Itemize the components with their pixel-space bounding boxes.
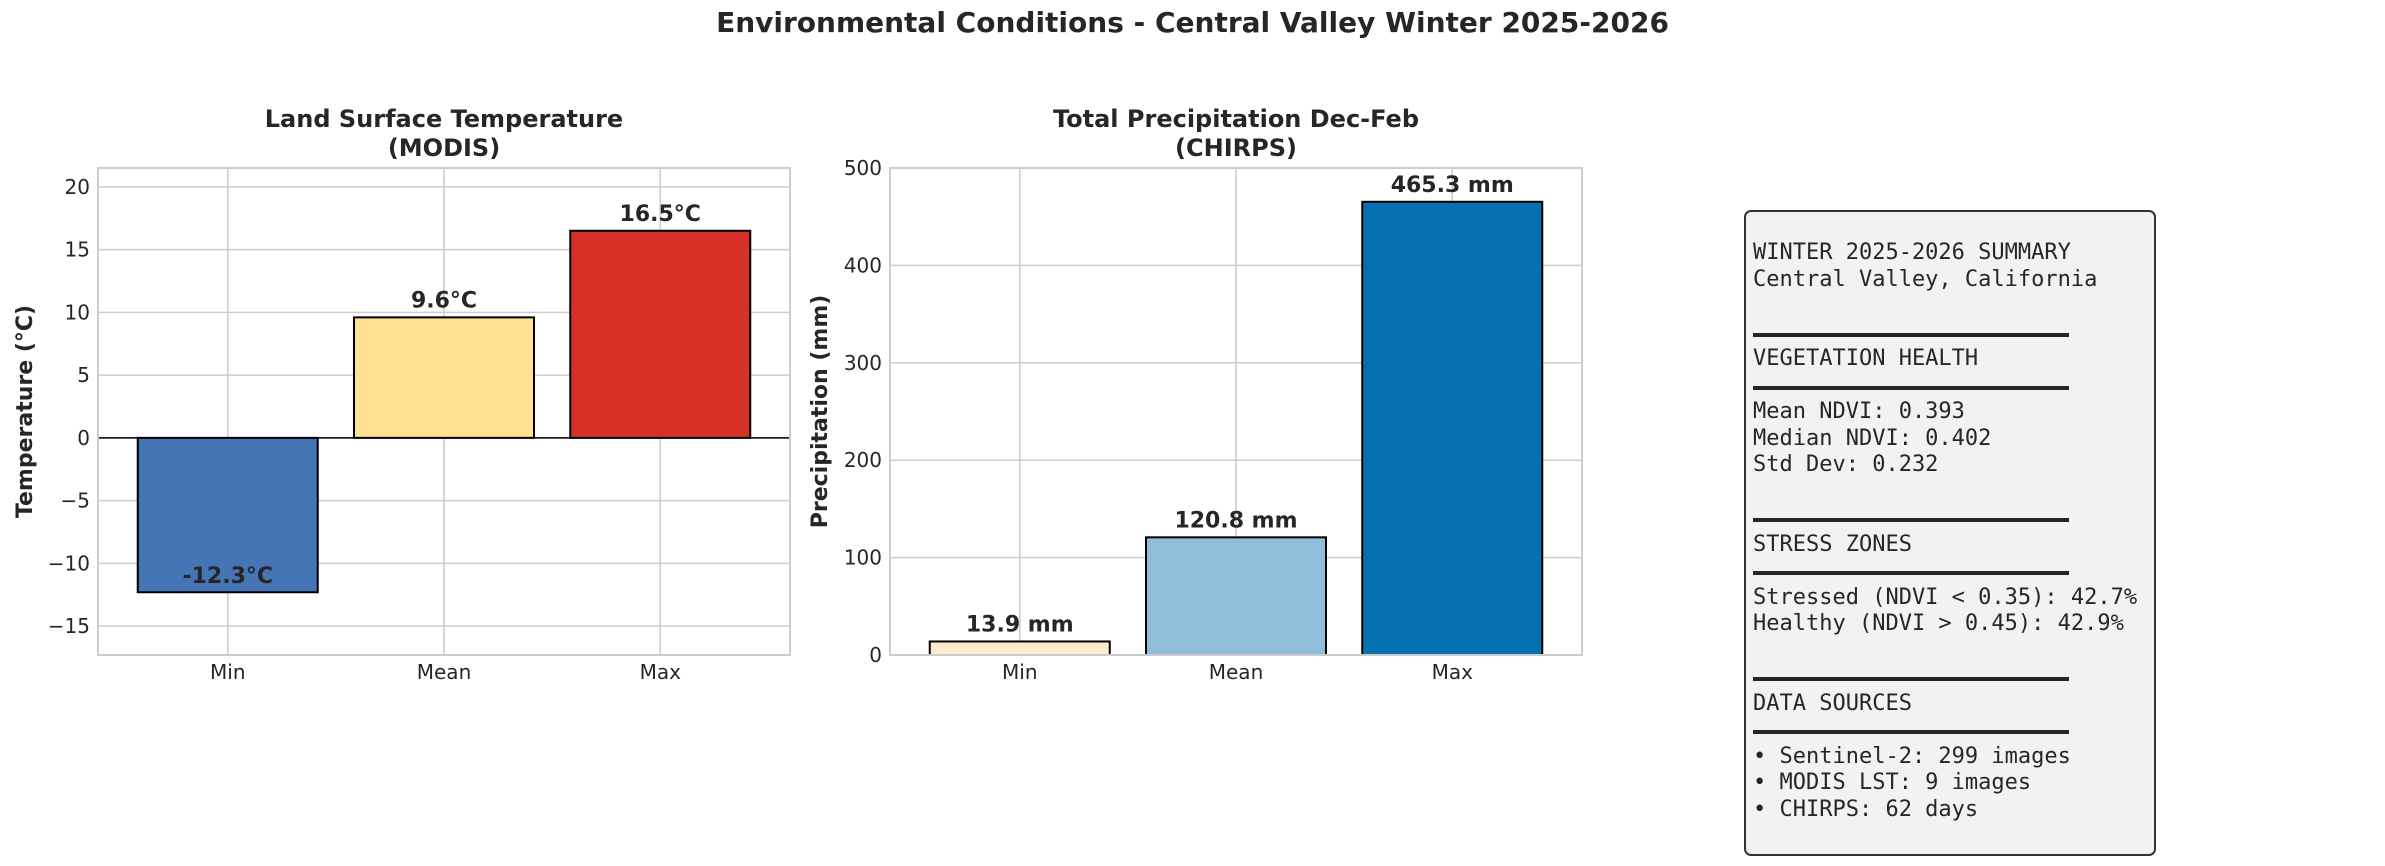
chart1-ytick-5: 10 <box>65 300 90 324</box>
chart1-ytick-1: −10 <box>48 551 90 575</box>
chart1-ytick-4: 5 <box>77 363 90 387</box>
summary-line: VEGETATION HEALTH <box>1753 346 1979 371</box>
chart1-xtick-2: Max <box>640 660 682 684</box>
chart2-value-label-1: 120.8 mm <box>1174 508 1297 533</box>
summary-blank-line <box>1753 293 2154 320</box>
chart1-ytick-2: −5 <box>61 489 90 513</box>
summary-separator <box>1753 558 2154 585</box>
chart2-ytick-5: 500 <box>844 156 882 180</box>
chart2-bar-mean <box>1145 536 1327 657</box>
chart2-bar-max <box>1361 200 1544 657</box>
chart1-bar-mean <box>353 316 535 439</box>
summary-line: • CHIRPS: 62 days <box>1753 796 1979 822</box>
chart1-ytick-6: 15 <box>65 238 90 262</box>
summary-separator <box>1753 717 2154 744</box>
chart2-ytick-1: 100 <box>844 546 882 570</box>
summary-line: Central Valley, California <box>1753 266 2098 292</box>
summary-line: • MODIS LST: 9 images <box>1753 770 2032 795</box>
chart1-value-label-2: 16.5°C <box>620 202 701 227</box>
chart1-title-line-0: Land Surface Temperature <box>265 105 623 133</box>
chart1-xtick-0: Min <box>210 660 246 684</box>
chart2-value-label-2: 465.3 mm <box>1391 173 1514 198</box>
chart2-value-label-0: 13.9 mm <box>966 612 1074 637</box>
chart1-bar-max <box>569 229 752 439</box>
summary-line: Mean NDVI: 0.393 <box>1753 399 1965 424</box>
chart2-ylabel: Precipitation (mm) <box>808 295 833 529</box>
chart1-ylabel: Temperature (°C) <box>13 305 38 518</box>
chart2-ytick-2: 200 <box>844 448 882 472</box>
chart1-xtick-1: Mean <box>417 660 472 684</box>
chart2-ytick-3: 300 <box>844 351 882 375</box>
summary-line: Stressed (NDVI < 0.35): 42.7% <box>1753 584 2138 610</box>
summary-line: Median NDVI: 0.402 <box>1753 425 1992 451</box>
chart2-ytick-4: 400 <box>844 253 882 277</box>
chart1-value-label-1: 9.6°C <box>411 288 477 313</box>
chart1-bar-min <box>136 436 319 594</box>
chart2-xtick-0: Min <box>1002 660 1038 684</box>
chart2-ytick-0: 0 <box>869 643 882 667</box>
chart2-xtick-1: Mean <box>1209 660 1264 684</box>
chart2-frame <box>889 167 1583 656</box>
summary-separator <box>1753 505 2154 532</box>
chart1-ytick-7: 20 <box>65 175 90 199</box>
summary-line: DATA SOURCES <box>1753 690 1912 716</box>
chart2-title-line-0: Total Precipitation Dec-Feb <box>1053 105 1419 133</box>
summary-line: • Sentinel-2: 299 images <box>1753 743 2071 769</box>
summary-separator <box>1753 373 2154 400</box>
summary-line: Healthy (NDVI > 0.45): 42.9% <box>1753 611 2124 636</box>
figure-title: Environmental Conditions - Central Valle… <box>716 6 1669 39</box>
summary-line: STRESS ZONES <box>1753 531 1912 557</box>
chart2-title-line-1: (CHIRPS) <box>1175 134 1297 162</box>
chart1-frame <box>97 167 791 656</box>
chart1-ytick-0: −15 <box>48 614 90 638</box>
summary-blank-line <box>1753 638 2154 665</box>
chart2-bar-min <box>928 640 1111 657</box>
chart1-ytick-3: 0 <box>77 426 90 450</box>
summary-panel: WINTER 2025-2026 SUMMARY Central Valley, … <box>1744 210 2156 856</box>
summary-line: Std Dev: 0.232 <box>1753 452 1939 477</box>
summary-separator <box>1753 664 2154 691</box>
chart1-value-label-0: -12.3°C <box>182 564 273 589</box>
summary-separator <box>1753 320 2154 347</box>
summary-line: WINTER 2025-2026 SUMMARY <box>1753 240 2071 265</box>
chart1-title-line-1: (MODIS) <box>388 134 500 162</box>
summary-blank-line <box>1753 479 2154 506</box>
chart2-xtick-2: Max <box>1432 660 1474 684</box>
